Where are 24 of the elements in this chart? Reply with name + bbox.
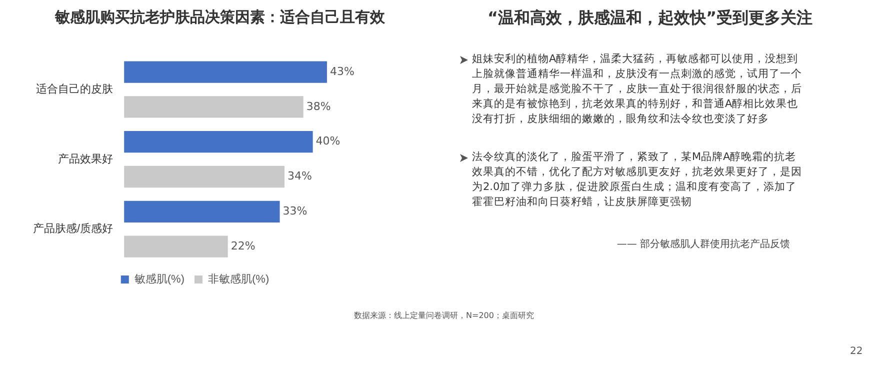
data-label: 34% (288, 170, 312, 183)
text: 法令纹真的淡化了，脸蛋平滑了，紧致了，某M品牌A醇晚霜的抗老效果真的不错，优化了配方对敏感肌更友好，抗老效果更好了，是因为2.0加了弹力多肽，促进胶原蛋白生成；温和度有变高了，添加了霍霍巴籽油和向日葵籽蜡，让皮肤屏障更强韧 (472, 150, 803, 210)
bar (124, 131, 313, 153)
bar (124, 200, 280, 222)
data-label: 33% (282, 204, 308, 218)
bar (124, 166, 284, 188)
legend-label: 敏感肌(%) (134, 272, 184, 286)
bar (124, 96, 304, 118)
data-label: 22% (230, 239, 256, 252)
legend-label: 非敏感肌(%) (208, 272, 270, 286)
y-tick-label: 产品效果好 (58, 152, 114, 166)
y-tick-label: 适合自己的皮肤 (36, 82, 114, 96)
data-label: 43% (330, 64, 354, 78)
data-label: 38% (306, 100, 331, 113)
bar (124, 61, 327, 83)
text: 22 (850, 346, 863, 357)
text: —— 部分敏感肌人群使用抗老产品反馈 (616, 238, 790, 251)
data-label: 40% (316, 134, 340, 148)
y-tick-label: 产品肤感/质感好 (32, 222, 114, 236)
source-note: 数据来源：线上定量问卷调研，N=200；桌面研究 (353, 310, 535, 321)
text: “温和高效，肤感温和，起效快”受到更多关注 (486, 8, 814, 29)
chart-title: 敏感肌购买抗老护肤品决策因素：适合自己且有效 (54, 8, 386, 27)
bar (124, 236, 228, 258)
text: 姐妹安利的植物A醇精华，温柔大猛药，再敏感都可以使用，没想到上脸就像普通精华一样温和，皮肤没有一点刺激的感觉，试用了一个月，最开始就是感觉脸不干了，皮肤一直处于很润很舒服的状态，后来真的是有被惊艳到，抗老效果真的特别好，和普通A醇相比效果也没有打折，皮肤细细的嫩嫩的，眼角纹和法令纹也变淡了好多 (472, 52, 803, 127)
